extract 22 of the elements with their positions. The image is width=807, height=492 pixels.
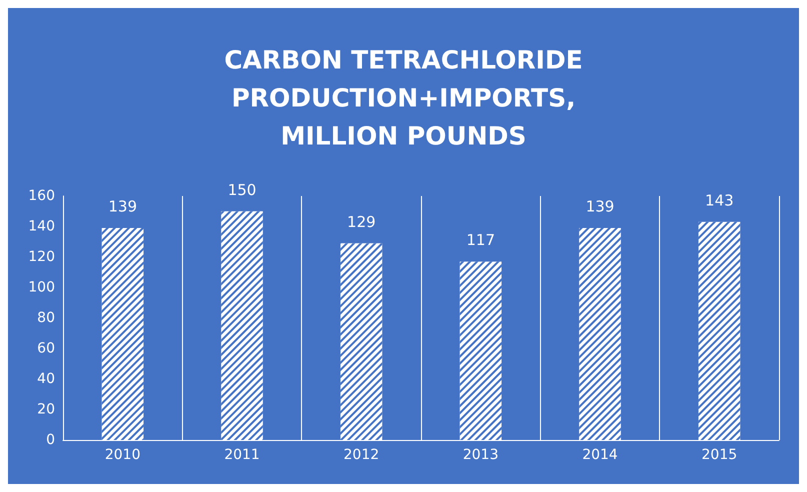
x-tick-label: 2011 — [224, 447, 260, 463]
chart-title: CARBON TETRACHLORIDE PRODUCTION+IMPORTS, MILLION POUNDS — [224, 46, 583, 150]
y-tick-label: 140 — [28, 218, 55, 234]
x-tick-label: 2010 — [104, 447, 140, 463]
x-tick-label: 2013 — [462, 447, 498, 463]
data-label: 139 — [108, 198, 137, 216]
data-label: 139 — [586, 198, 614, 216]
data-label: 150 — [228, 180, 256, 199]
x-tick-label: 2015 — [702, 447, 738, 463]
x-tick-label: 2014 — [582, 447, 618, 463]
x-tick-label: 2012 — [344, 447, 380, 463]
data-label: 117 — [466, 231, 495, 250]
data-label: 129 — [347, 212, 376, 231]
y-tick-label: 120 — [28, 249, 55, 265]
y-tick-label: 100 — [28, 280, 55, 296]
y-tick-label: 60 — [37, 340, 55, 356]
data-label: 143 — [705, 191, 734, 210]
y-tick-label: 160 — [28, 188, 55, 204]
y-tick-label: 20 — [37, 402, 55, 418]
y-tick-label: 0 — [46, 432, 55, 448]
y-tick-label: 80 — [37, 310, 55, 326]
y-tick-label: 40 — [37, 371, 55, 387]
